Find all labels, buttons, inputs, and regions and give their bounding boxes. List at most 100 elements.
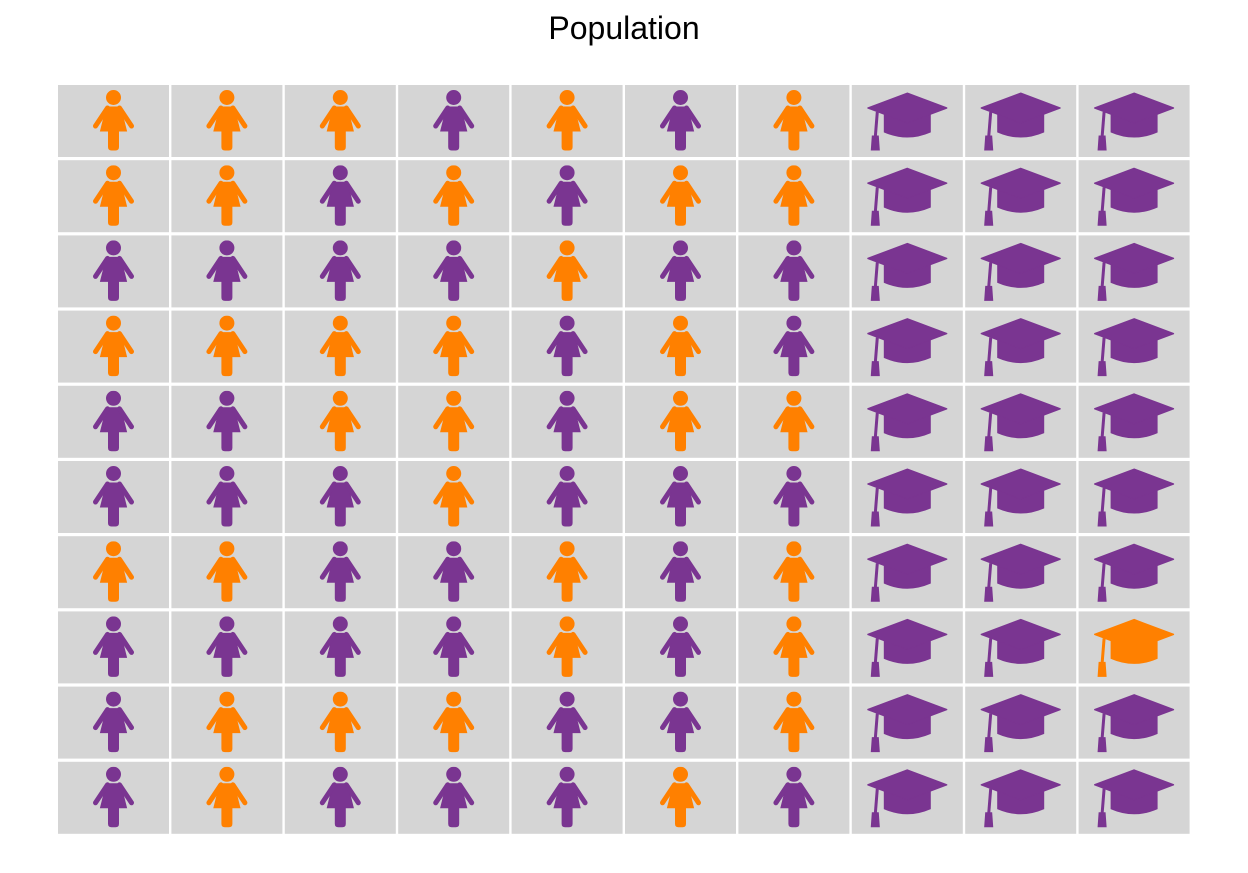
pictogram-cell: [625, 686, 736, 759]
pictogram-cell: [1078, 85, 1190, 157]
pictogram-cell: [1078, 761, 1190, 834]
pictogram-cell: [738, 611, 850, 684]
pictogram-cell: [851, 385, 963, 458]
pictogram-cell: [511, 160, 623, 233]
pictogram-cell: [851, 686, 963, 759]
pictogram-cell: [851, 536, 963, 609]
pictogram-cell: [171, 235, 283, 308]
pictogram-cell: [284, 235, 396, 308]
pictogram-cell: [398, 85, 510, 157]
pictogram-cell: [738, 235, 850, 308]
pictogram-cell: [284, 310, 396, 383]
pictogram-cell: [398, 536, 510, 609]
pictogram-cell: [398, 761, 510, 834]
pictogram-cell: [284, 761, 396, 834]
pictogram-cell: [511, 761, 623, 834]
pictogram-cell: [625, 611, 736, 684]
pictogram-cell: [625, 310, 736, 383]
pictogram-cell: [1078, 686, 1190, 759]
pictogram-cell: [625, 385, 736, 458]
pictogram-cell: [511, 235, 623, 308]
pictogram-cell: [625, 85, 736, 157]
pictogram-cell: [398, 235, 510, 308]
pictogram-cell: [511, 461, 623, 533]
pictogram-cell: [284, 461, 396, 533]
pictogram-cell: [58, 310, 169, 383]
pictogram-cell: [511, 85, 623, 157]
pictogram-cell: [58, 461, 169, 533]
pictogram-cell: [965, 461, 1077, 533]
pictogram-cell: [398, 310, 510, 383]
pictogram-cell: [284, 85, 396, 157]
pictogram-cell: [965, 686, 1077, 759]
pictogram-cell: [965, 536, 1077, 609]
pictogram-cell: [738, 160, 850, 233]
pictogram-cell: [965, 85, 1077, 157]
pictogram-cell: [58, 235, 169, 308]
pictogram-cell: [284, 160, 396, 233]
pictogram-cell: [284, 385, 396, 458]
pictogram-cell: [738, 686, 850, 759]
pictogram-cell: [738, 461, 850, 533]
pictogram-cell: [851, 85, 963, 157]
pictogram-cell: [625, 235, 736, 308]
pictogram-cell: [1078, 235, 1190, 308]
pictogram-cell: [511, 385, 623, 458]
pictogram-cell: [284, 536, 396, 609]
pictogram-cell: [965, 385, 1077, 458]
pictogram-cell: [171, 385, 283, 458]
pictogram-cell: [1078, 310, 1190, 383]
pictogram-cell: [851, 461, 963, 533]
pictogram-cell: [511, 310, 623, 383]
pictogram-cell: [58, 686, 169, 759]
pictogram-cell: [851, 310, 963, 383]
pictogram-cell: [398, 160, 510, 233]
pictogram-cell: [738, 85, 850, 157]
chart-title: Population: [548, 10, 700, 46]
pictogram-cell: [58, 536, 169, 609]
pictogram-cell: [284, 686, 396, 759]
pictogram-cell: [1078, 611, 1190, 684]
pictogram-cell: [171, 761, 283, 834]
pictogram-cell: [58, 85, 169, 157]
pictogram-cell: [1078, 461, 1190, 533]
pictogram-cell: [851, 235, 963, 308]
pictogram-cell: [171, 85, 283, 157]
pictogram-cell: [398, 611, 510, 684]
pictogram-cell: [965, 160, 1077, 233]
pictogram-cell: [171, 160, 283, 233]
pictogram-cell: [58, 761, 169, 834]
pictogram-cell: [965, 761, 1077, 834]
pictogram-cell: [398, 461, 510, 533]
pictogram-cell: [738, 536, 850, 609]
pictogram-cell: [625, 160, 736, 233]
pictogram-cell: [851, 160, 963, 233]
pictogram-cell: [58, 160, 169, 233]
pictogram-cell: [625, 761, 736, 834]
pictogram-cell: [1078, 536, 1190, 609]
pictogram-cell: [738, 761, 850, 834]
pictogram-cell: [1078, 160, 1190, 233]
pictogram-cell: [398, 385, 510, 458]
pictogram-cell: [171, 611, 283, 684]
pictogram-cell: [511, 686, 623, 759]
pictogram-cell: [738, 310, 850, 383]
pictogram-cell: [851, 611, 963, 684]
pictogram-cell: [171, 536, 283, 609]
pictogram-cell: [511, 611, 623, 684]
pictogram-cell: [625, 461, 736, 533]
pictogram-cell: [398, 686, 510, 759]
pictogram-cell: [58, 611, 169, 684]
pictogram-cell: [965, 611, 1077, 684]
pictogram-cell: [851, 761, 963, 834]
pictogram-cell: [511, 536, 623, 609]
pictogram-cell: [171, 461, 283, 533]
pictogram-cell: [58, 385, 169, 458]
pictogram-cell: [625, 536, 736, 609]
pictogram-cell: [965, 310, 1077, 383]
pictogram-cell: [284, 611, 396, 684]
pictogram-cell: [1078, 385, 1190, 458]
pictogram-cell: [171, 686, 283, 759]
pictogram-cell: [965, 235, 1077, 308]
